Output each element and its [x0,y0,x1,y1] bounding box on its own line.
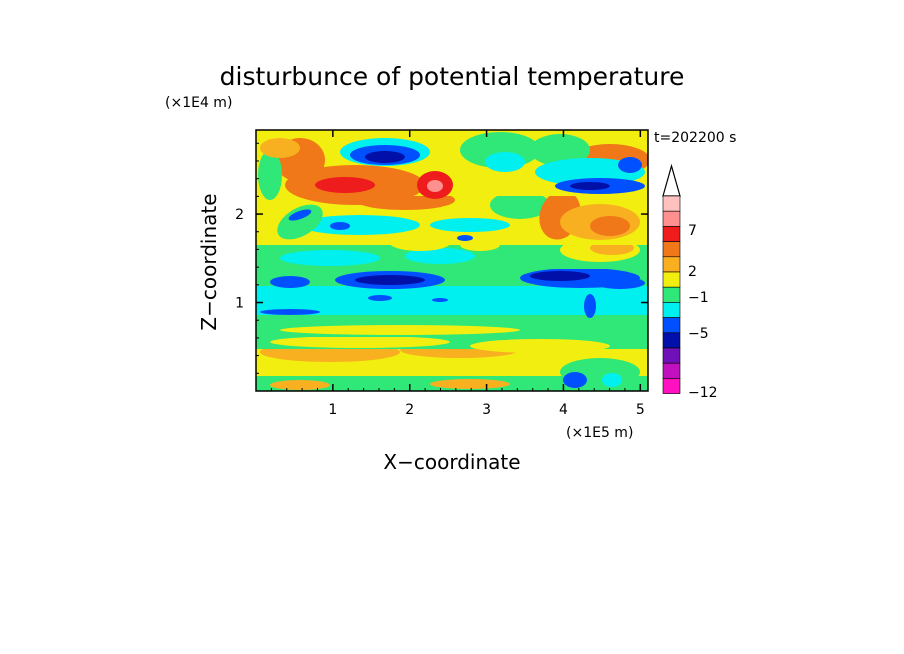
field-region [618,157,642,173]
field-region [260,309,320,315]
field-region [330,222,350,230]
y-tick-label: 1 [235,296,244,312]
colorbar-swatch [662,195,681,212]
field-region [485,152,525,172]
field-region [430,379,510,389]
field-region [570,182,610,190]
colorbar-extend-triangle [662,163,681,197]
field-region [530,134,590,166]
x-tick-label: 2 [405,402,414,418]
field-region [490,253,550,267]
colorbar-swatch [662,256,681,273]
x-scale-note: (×1E5 m) [566,425,633,441]
colorbar-swatch [662,347,681,364]
field-region [280,325,520,335]
field-region [602,373,622,387]
colorbar-swatch [662,210,681,227]
field-region [256,285,648,315]
field-region [258,150,282,200]
colorbar-tick-label: 7 [688,223,697,239]
field-region [368,295,392,301]
field-region [432,298,448,302]
field-shapes [256,130,648,391]
field-region [584,294,596,318]
colorbar-swatch [662,286,681,303]
field-region [315,177,375,193]
field-region [427,180,443,192]
field-region [270,336,450,348]
colorbar-swatch [662,317,681,334]
colorbar: 7 2 −1 −5 −12 [662,163,718,401]
plot-area [256,130,648,391]
field-region [530,271,590,281]
time-label: t=202200 s [654,130,736,146]
field-region [355,275,425,285]
field-region [590,216,630,236]
x-tick-label: 4 [559,402,568,418]
field-region [430,218,510,232]
field-region [595,277,645,289]
colorbar-tick-label: −5 [688,326,709,342]
colorbar-swatch [662,302,681,318]
colorbar-tick-label: −1 [688,290,709,306]
colorbar-tick-label: 2 [688,264,697,280]
field-region [457,235,473,241]
y-scale-note: (×1E4 m) [165,95,232,111]
x-axis-label: X−coordinate [383,450,520,474]
colorbar-swatch [662,378,681,394]
colorbar-swatch [662,332,681,349]
colorbar-tick-label: −12 [688,385,718,401]
chart-title: disturbunce of potential temperature [220,62,685,91]
field-region [270,276,310,288]
field-region [405,248,475,264]
field-region [260,138,300,158]
field-region [277,204,323,240]
y-tick-label: 2 [235,207,244,223]
field-region [563,372,587,388]
field-region [490,191,550,219]
field-region [288,209,312,221]
field-region [270,380,330,390]
colorbar-swatch [662,226,681,242]
field-region [256,360,648,376]
field-region [280,250,380,266]
plot-frame [255,129,649,392]
x-axis: 1 2 3 4 5 [270,130,645,418]
field-region [365,151,405,163]
y-axis: 12 [235,142,648,374]
colorbar-swatch [662,271,681,288]
colorbar-swatch [662,241,681,258]
x-tick-label: 1 [328,402,337,418]
y-axis-label: Z−coordinate [197,193,221,330]
colorbar-swatch [662,362,681,379]
x-tick-label: 5 [636,402,645,418]
field-region [470,339,610,353]
field-region [300,215,420,235]
field-region [256,314,648,323]
x-tick-label: 3 [482,402,491,418]
